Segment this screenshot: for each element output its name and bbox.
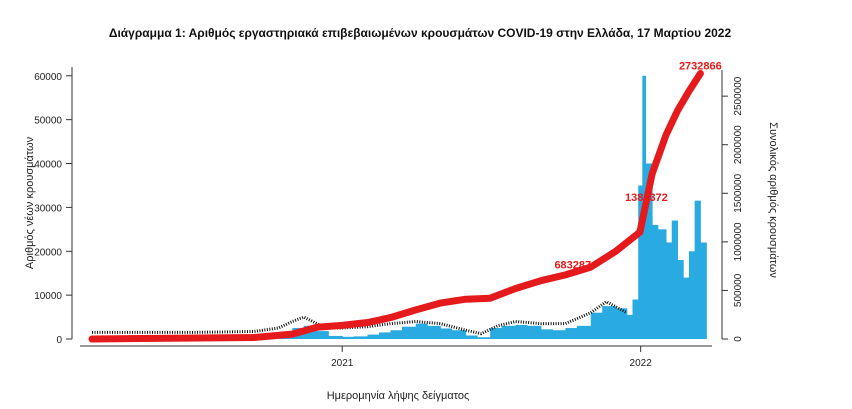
left-tick-label: 30000 — [34, 203, 62, 214]
chart-title: Διάγραμμα 1: Αριθμός εργαστηριακά επιβεβ… — [109, 26, 732, 40]
bar — [451, 330, 467, 339]
right-tick-label: 0 — [733, 336, 744, 342]
bar — [415, 323, 428, 339]
left-tick-label: 20000 — [34, 247, 62, 258]
left-tick-label: 60000 — [34, 72, 62, 83]
bar — [501, 325, 517, 339]
right-tick-label: 2500000 — [733, 76, 744, 115]
bar — [515, 324, 528, 339]
bar — [565, 328, 578, 339]
bar — [671, 220, 678, 339]
right-tick-label: 500000 — [733, 273, 744, 307]
bar — [427, 325, 441, 339]
bar — [342, 336, 355, 339]
left-tick-label: 40000 — [34, 160, 62, 171]
bar — [477, 337, 491, 339]
bar — [677, 260, 684, 339]
bar — [638, 185, 643, 339]
bar — [552, 330, 566, 339]
bar — [652, 224, 659, 339]
bar — [590, 312, 603, 339]
bar — [490, 328, 503, 339]
cumulative-annotation: 2732866 — [679, 61, 722, 73]
bar — [527, 325, 542, 339]
moving-average-line — [92, 299, 628, 336]
x-axis-label: Ημερομηνία λήψης δείγματος — [327, 390, 470, 402]
x-tick-label: 2022 — [630, 358, 653, 369]
x-tick-group: 2021 2022 — [331, 346, 652, 369]
bar — [688, 251, 696, 339]
x-tick-label: 2021 — [331, 358, 354, 369]
bar — [328, 335, 343, 339]
bar — [626, 314, 633, 339]
bar — [540, 329, 553, 339]
bar — [367, 334, 380, 339]
bar — [353, 336, 369, 339]
bar — [465, 335, 478, 339]
bar — [632, 299, 639, 339]
bar — [615, 308, 628, 339]
y-axis-right-label: Συνολικός αριθμός κρουσμάτων — [767, 122, 779, 278]
left-tick-group: 0 10000 20000 30000 40000 50000 60000 — [34, 72, 72, 346]
right-tick-label: 1000000 — [733, 222, 744, 261]
bar — [390, 330, 403, 339]
y-axis-left-label: Αριθμός νέων κρουσμάτων — [24, 136, 36, 269]
bar — [666, 242, 673, 339]
bar — [683, 277, 690, 339]
bar — [379, 332, 391, 339]
cumulative-annotation: 1380372 — [625, 192, 668, 204]
bar — [694, 200, 701, 339]
bar — [401, 326, 417, 339]
bar — [602, 306, 616, 339]
cumulative-annotation: 683287 — [554, 260, 591, 272]
bar — [576, 325, 592, 339]
bar — [440, 328, 453, 339]
cumulative-line — [88, 70, 704, 343]
left-tick-label: 0 — [56, 335, 62, 346]
left-tick-label: 10000 — [34, 291, 62, 302]
bar — [657, 229, 667, 339]
bar — [700, 242, 707, 339]
bar — [645, 163, 653, 339]
left-tick-label: 50000 — [34, 116, 62, 127]
annotation-group: 683287 1380372 2732866 — [554, 61, 721, 272]
bar — [316, 331, 329, 339]
right-tick-group: 0 500000 1000000 1500000 2000000 2500000 — [722, 76, 744, 342]
right-tick-label: 2000000 — [733, 125, 744, 164]
right-tick-label: 1500000 — [733, 173, 744, 212]
bar-series — [92, 75, 707, 339]
